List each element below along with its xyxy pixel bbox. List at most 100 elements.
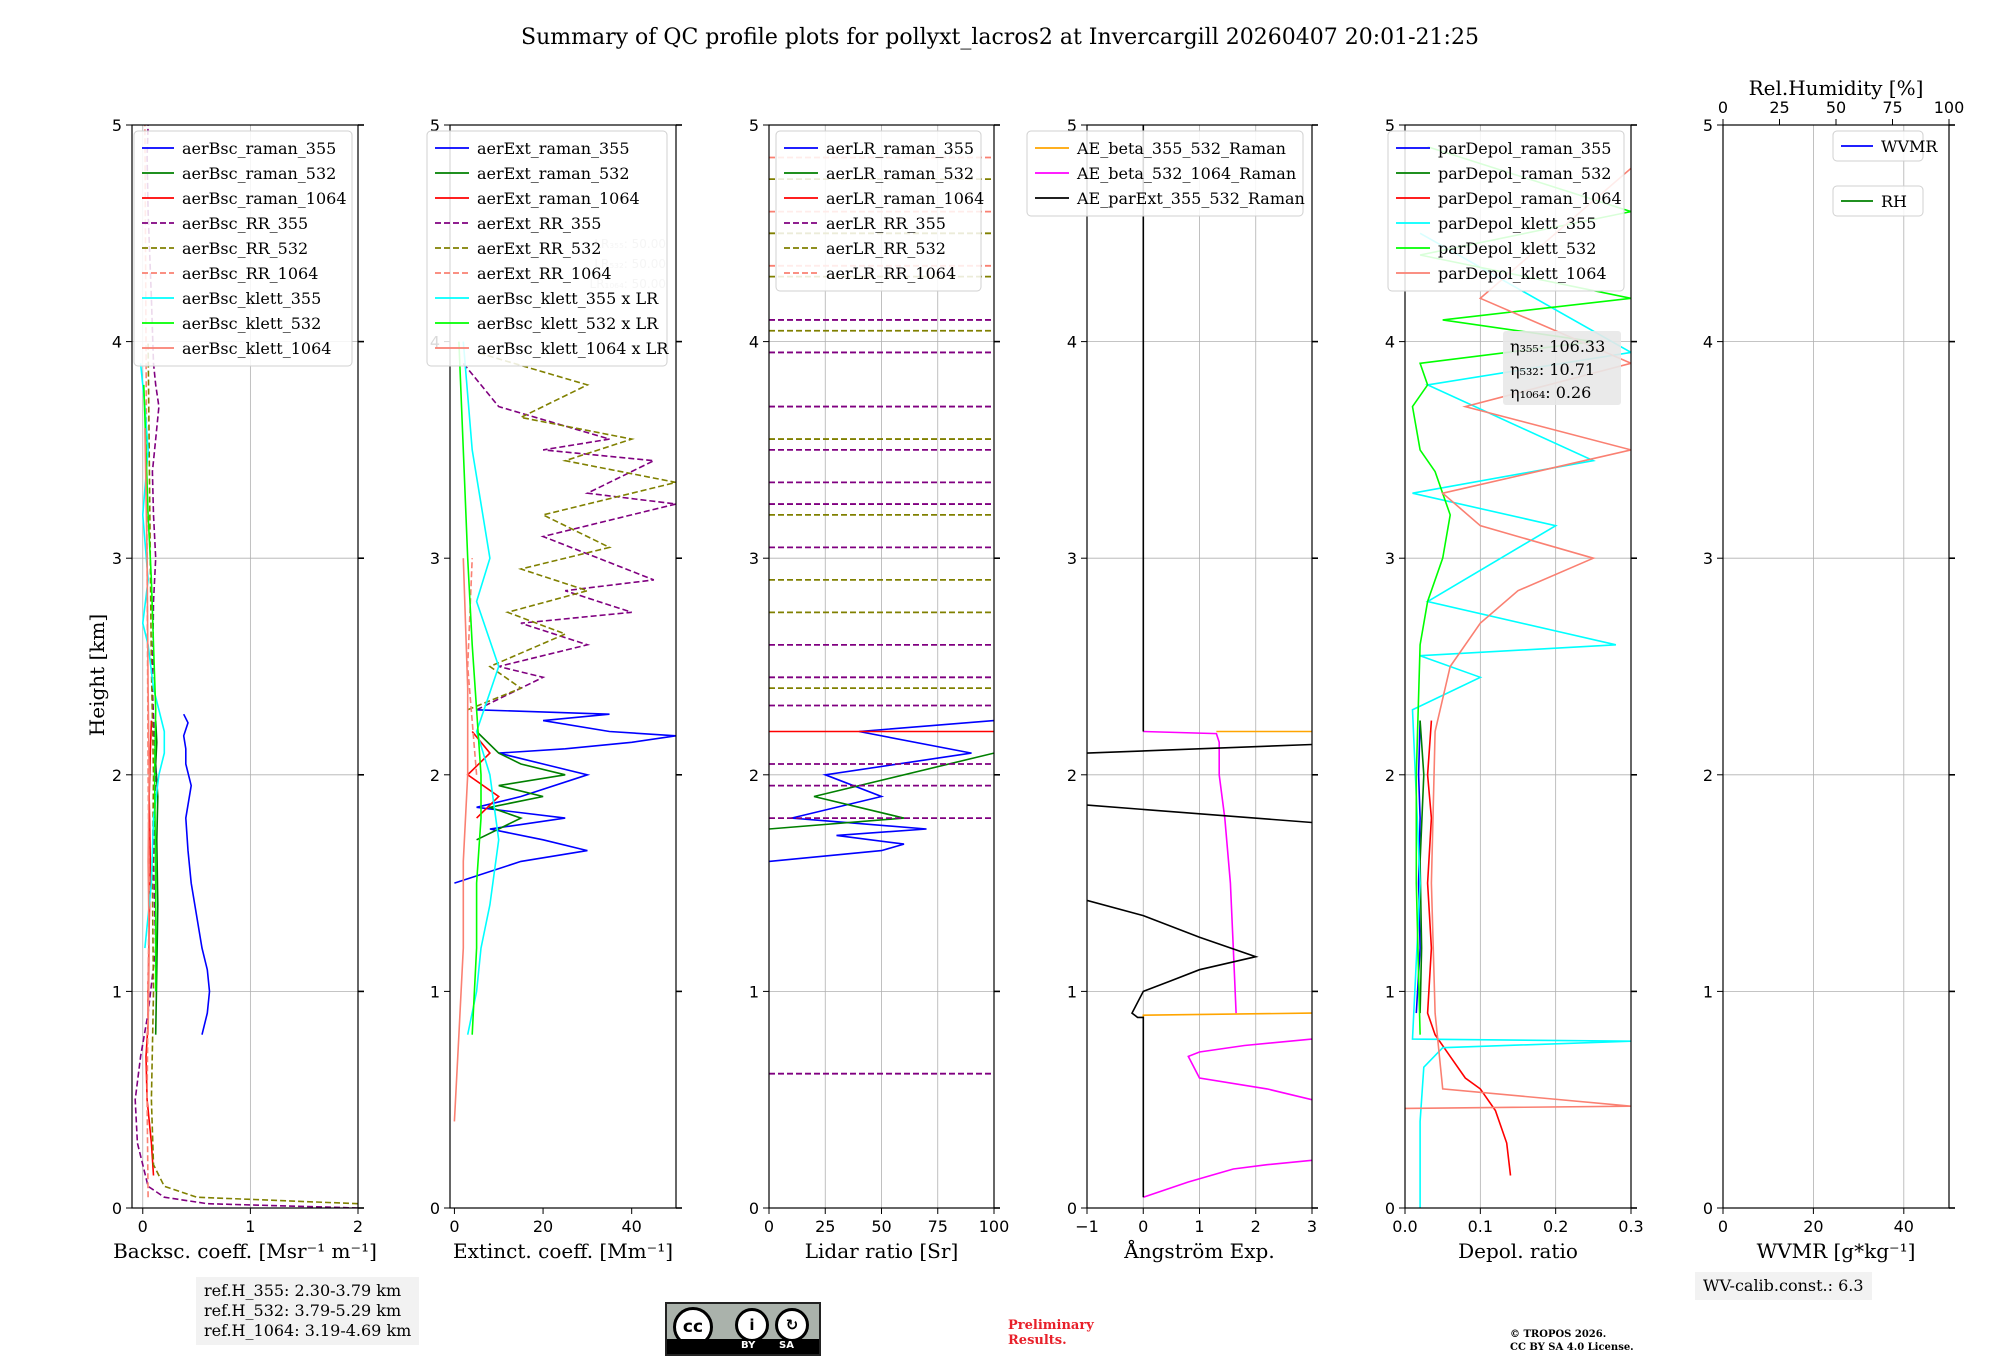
x-tick-label: 3 <box>1307 1217 1317 1236</box>
legend-label: parDepol_klett_355 <box>1438 214 1596 233</box>
y-tick-label: 0 <box>1385 1199 1395 1218</box>
plot-area-ae <box>1087 125 1312 1198</box>
x-tick-label: 1 <box>1194 1217 1204 1236</box>
legend-label: parDepol_klett_1064 <box>1438 264 1607 283</box>
legend-label: aerBsc_klett_1064 <box>182 339 331 358</box>
legend-label: aerLR_RR_1064 <box>826 264 956 283</box>
series-ae-parext-355-532-raman <box>1087 743 1312 754</box>
legend-label: aerBsc_klett_1064 x LR <box>477 339 669 358</box>
y-tick-label: 5 <box>430 116 440 135</box>
cc-license-badge[interactable]: cc i ↻ BY SA <box>665 1302 821 1356</box>
legend-label: aerLR_raman_1064 <box>826 189 984 208</box>
legend-label: WVMR <box>1881 137 1938 156</box>
x-tick-label: 0 <box>1718 1217 1728 1236</box>
top-x-tick-label: 0 <box>1718 98 1728 117</box>
legend-label: aerLR_RR_355 <box>826 214 946 233</box>
legend-label: aerBsc_klett_532 <box>182 314 321 333</box>
series-pardepol-raman-532 <box>1419 720 1425 1014</box>
legend-box <box>133 130 353 367</box>
axes-frame-depol <box>1404 124 1632 1209</box>
legend-label: aerExt_RR_355 <box>477 214 601 233</box>
y-tick-label: 5 <box>1703 116 1713 135</box>
y-tick-label: 0 <box>1067 1199 1077 1218</box>
y-tick-label: 4 <box>1385 333 1395 352</box>
legend-label: parDepol_klett_532 <box>1438 239 1596 258</box>
preliminary-results-note: Preliminary Results. <box>1008 1318 1094 1348</box>
legend-label: RH <box>1881 192 1907 211</box>
x-tick-label: 50 <box>871 1217 891 1236</box>
legend-label: aerBsc_klett_532 x LR <box>477 314 659 333</box>
legend-label: aerBsc_RR_532 <box>182 239 308 258</box>
legend-label: aerBsc_raman_1064 <box>182 189 347 208</box>
y-tick-label: 2 <box>430 766 440 785</box>
x-tick-label: 0 <box>1138 1217 1148 1236</box>
legend-box <box>775 130 982 292</box>
top-x-tick-label: 100 <box>1934 98 1965 117</box>
series-ae-parext-355-532-raman <box>1087 899 1259 1198</box>
series-pardepol-raman-1064 <box>1426 720 1512 1176</box>
share-alike-icon: ↻ <box>775 1308 809 1342</box>
reference-height-box: ref.H_355: 2.30-3.79 km ref.H_532: 3.79-… <box>196 1277 420 1345</box>
x-tick-label: 100 <box>979 1217 1010 1236</box>
ref-height-355: ref.H_355: 2.30-3.79 km <box>204 1281 402 1300</box>
eta-value: η₅₃₂: 10.71 <box>1510 360 1595 379</box>
y-tick-label: 2 <box>1703 766 1713 785</box>
legend-label: aerExt_raman_355 <box>477 139 630 158</box>
legend-label: parDepol_raman_532 <box>1438 164 1611 183</box>
legend-box <box>1832 185 1924 217</box>
x-axis-label-bsc: Backsc. coeff. [Msr⁻¹ m⁻¹] <box>113 1239 377 1263</box>
x-tick-label: 0.0 <box>1392 1217 1417 1236</box>
figure-title: Summary of QC profile plots for pollyxt_… <box>521 25 1479 50</box>
legend-label: aerExt_RR_1064 <box>477 264 612 283</box>
y-tick-label: 4 <box>1703 333 1713 352</box>
sa-label: SA <box>779 1340 794 1351</box>
x-tick-label: 0 <box>138 1217 148 1236</box>
y-tick-label: 1 <box>1703 982 1713 1001</box>
y-tick-label: 1 <box>430 982 440 1001</box>
y-tick-label: 1 <box>1385 982 1395 1001</box>
legend-label: aerBsc_raman_355 <box>182 139 336 158</box>
x-tick-label: 2 <box>1251 1217 1261 1236</box>
legend-label: aerLR_RR_532 <box>826 239 946 258</box>
x-tick-label: 0.2 <box>1543 1217 1568 1236</box>
y-tick-label: 1 <box>1067 982 1077 1001</box>
panel-ext: 01234502040Extinct. coeff. [Mm⁻¹]LR₃₅₅: … <box>426 116 682 1263</box>
y-tick-label: 0 <box>430 1199 440 1218</box>
top-axis-label: Rel.Humidity [%] <box>1749 76 1924 100</box>
legend-label: aerBsc_klett_355 x LR <box>477 289 659 308</box>
x-tick-label: −1 <box>1075 1217 1099 1236</box>
series-aerbsc-rr-1064 <box>144 125 151 1198</box>
ref-height-532: ref.H_532: 3.79-5.29 km <box>204 1301 402 1320</box>
panel-bsc: 0 1 2 3 4 5 0 1 2 Backsc. coeff. [Msr⁻¹ m⁻¹] aerBs… <box>112 116 377 1263</box>
y-tick-label: 2 <box>1067 766 1077 785</box>
y-tick-label: 4 <box>749 333 759 352</box>
series-aerbsc-rr-532 <box>147 341 358 1205</box>
eta-value: η₃₅₅: 106.33 <box>1510 337 1605 356</box>
ref-height-1064: ref.H_1064: 3.19-4.69 km <box>204 1321 412 1340</box>
y-tick-label: 3 <box>1703 549 1713 568</box>
series-pardepol-klett-1064 <box>1405 167 1631 1110</box>
series-ae-beta-532-1064-raman <box>1187 1038 1312 1101</box>
legend-label: aerBsc_klett_355 <box>182 289 321 308</box>
y-tick-label: 3 <box>749 549 759 568</box>
x-tick-label: 75 <box>928 1217 948 1236</box>
eta-value: η₁₀₆₄: 0.26 <box>1510 383 1591 402</box>
x-tick-label: 20 <box>1803 1217 1823 1236</box>
legend-label: AE_beta_532_1064_Raman <box>1076 164 1296 183</box>
x-tick-label: 2 <box>353 1217 363 1236</box>
x-axis-label-ae: Ångström Exp. <box>1123 1238 1274 1263</box>
series-aerext-rr-532 <box>467 351 676 711</box>
y-tick-label: 3 <box>1385 549 1395 568</box>
y-tick-label: 2 <box>112 766 122 785</box>
x-tick-label: 1 <box>245 1217 255 1236</box>
x-axis-label-wv: WVMR [g*kg⁻¹] <box>1757 1239 1916 1263</box>
x-tick-label: 25 <box>815 1217 835 1236</box>
y-tick-label: 1 <box>749 982 759 1001</box>
panel-depol: 0 1 2 3 4 5 0.0 0.1 0.2 0.3 Depol. ratio parDepol_r… <box>1385 116 1644 1263</box>
y-tick-label: 4 <box>112 333 122 352</box>
x-tick-label: 0.1 <box>1468 1217 1493 1236</box>
y-tick-label: 2 <box>1385 766 1395 785</box>
x-tick-label: 40 <box>622 1217 642 1236</box>
